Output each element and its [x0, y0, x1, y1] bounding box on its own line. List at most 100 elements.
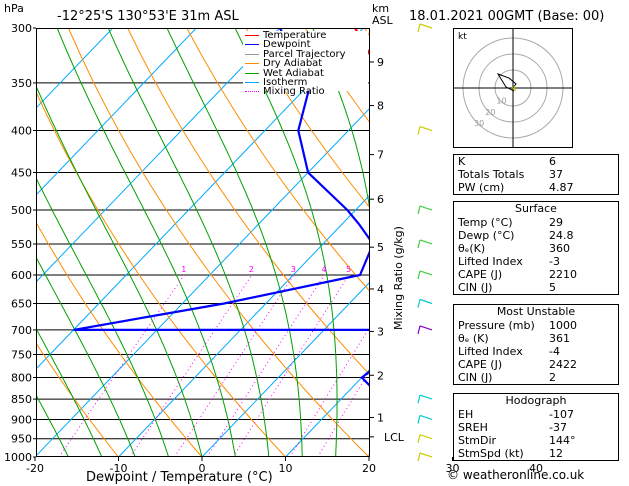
pressure-tick-label: 550: [11, 238, 32, 251]
legend-item: Dewpoint: [243, 39, 368, 51]
pw-value: 4.87: [549, 181, 574, 194]
pressure-unit-label: hPa: [4, 2, 24, 15]
k-value: 6: [549, 155, 556, 168]
mixing-ratio-label: 10: [426, 265, 436, 274]
mixing-ratio-line: [174, 274, 295, 457]
hodograph-trace: [496, 73, 517, 92]
wind-barbs: [417, 23, 433, 462]
skewt-frame: [36, 28, 370, 457]
temperature-tick-label: 10: [279, 462, 293, 475]
isotherm-line: [36, 28, 281, 283]
surface-table: Surface Temp (°C) 29 Dewp (°C) 24.8 θₑ(K) 360…: [453, 201, 619, 295]
legend-label: Wet Adiabat: [263, 67, 324, 79]
temperature-tick-label: 40: [529, 462, 543, 475]
legend-swatch: [245, 63, 259, 65]
temperature-tick-label: 0: [199, 462, 206, 475]
hodograph-label: StmSpd (kt): [458, 447, 524, 460]
hodograph-label: EH: [458, 408, 474, 421]
wet-adiabat-line: [36, 393, 69, 457]
surface-row: Temp (°C) 29: [454, 216, 618, 229]
surface-label: Dewp (°C): [458, 229, 515, 242]
surface-label: θₑ(K): [458, 242, 486, 255]
wind-barb: [419, 239, 433, 245]
legend-swatch: [245, 44, 259, 46]
hodograph-row: StmDir 144°: [454, 434, 618, 447]
most-unstable-row: CIN (J) 2: [454, 371, 618, 384]
wind-barb: [419, 414, 433, 421]
pw-label: PW (cm): [458, 181, 505, 194]
altitude-tick-label: 3: [377, 325, 384, 338]
surface-row: Lifted Index -3: [454, 255, 618, 268]
wind-barb: [419, 205, 433, 211]
sounding-series: [73, 28, 370, 388]
wet-adiabat-line: [36, 256, 136, 457]
most-unstable-value: 1000: [549, 319, 577, 332]
wet-adiabat-line: [166, 28, 303, 457]
wind-barb-flag: [417, 126, 421, 135]
most-unstable-value: -4: [549, 345, 560, 358]
wind-barb: [419, 452, 433, 458]
mixing-ratio-line: [317, 369, 370, 457]
pressure-tick-label: 350: [11, 77, 32, 90]
legend-item: Dry Adiabat: [243, 59, 368, 69]
wet-adiabat-line: [107, 28, 270, 457]
legend-label: Dewpoint: [263, 39, 311, 51]
hodograph-unit: kt: [458, 32, 467, 42]
pressure-tick-label: 900: [11, 413, 32, 426]
dry-adiabat-line: [36, 90, 286, 457]
most-unstable-label: CIN (J): [458, 371, 493, 384]
most-unstable-label: Pressure (mb): [458, 319, 535, 332]
km-label: km: [372, 2, 390, 15]
pressure-tick-label: 700: [11, 324, 32, 337]
surface-title: Surface: [515, 202, 557, 215]
mixing-ratio-label: 5: [346, 265, 351, 274]
hodograph-row: StmSpd (kt) 12: [454, 447, 618, 460]
most-unstable-title: Most Unstable: [496, 305, 576, 318]
mixing-ratio-label: 3: [291, 265, 296, 274]
wet-adiabat-line: [56, 28, 236, 457]
wind-barb-flag: [417, 394, 421, 404]
wind-barb-flag: [417, 23, 421, 33]
surface-value: 29: [549, 216, 563, 229]
hodograph: kt 10 20 30: [453, 28, 573, 148]
legend-label: Mixing Ratio: [263, 86, 325, 98]
isotherm-line: [118, 194, 370, 457]
wet-adiabat-line: [234, 28, 338, 457]
wind-barb: [419, 298, 433, 305]
most-unstable-value: 2: [549, 371, 556, 384]
indices-table: K 6 Totals Totals 37 PW (cm) 4.87: [453, 154, 619, 195]
wind-barb: [419, 125, 433, 132]
pressure-tick-label: 500: [11, 204, 32, 217]
surface-value: 24.8: [549, 229, 574, 242]
isotherm-line: [36, 28, 114, 109]
mixing-ratio-label: 2: [249, 265, 254, 274]
mixing-ratio-line: [289, 325, 370, 457]
mixing-ratio-label: 4: [321, 265, 326, 274]
temperature-tick-label: 20: [362, 462, 376, 475]
tt-label: Totals Totals: [458, 168, 525, 181]
surface-label: CIN (J): [458, 281, 493, 294]
most-unstable-row: θₑ (K) 361: [454, 332, 618, 345]
hodograph-trace-low: [511, 85, 516, 92]
legend-item: Parcel Trajectory: [243, 49, 368, 59]
hodograph-row: SREH -37: [454, 421, 618, 434]
wet-adiabat-line: [312, 28, 370, 457]
surface-value: 5: [549, 281, 556, 294]
surface-label: Lifted Index: [458, 255, 523, 268]
hodograph-ring-label: 30: [474, 119, 484, 128]
surface-value: 2210: [549, 268, 577, 281]
wind-barb: [419, 394, 433, 400]
isotherm-line: [620, 28, 629, 457]
surface-label: CAPE (J): [458, 268, 503, 281]
wind-barb-flag: [417, 205, 421, 215]
legend-swatch: [245, 82, 259, 84]
altitude-tick-label: 6: [377, 193, 384, 206]
wet-adiabat-line: [36, 176, 170, 457]
surface-label: Temp (°C): [458, 216, 513, 229]
hodograph-row: EH -107: [454, 408, 618, 421]
altitude-tick-label: 9: [377, 56, 384, 69]
most-unstable-table: Most Unstable Pressure (mb) 1000 θₑ (K) 361…: [453, 304, 619, 385]
wind-barb-flag: [417, 239, 421, 249]
temperature-tick-label: -10: [110, 462, 128, 475]
legend-item: Wet Adiabat: [243, 67, 368, 79]
